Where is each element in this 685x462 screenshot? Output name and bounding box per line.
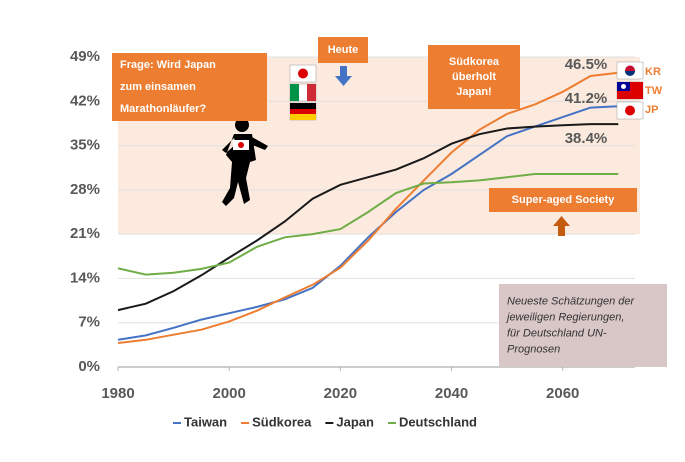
annotation-text: jeweiligen Regierungen, (505, 311, 624, 323)
annotation-box (318, 37, 368, 63)
x-tick-label: 2000 (212, 385, 245, 402)
x-tick-label: 2040 (435, 385, 468, 402)
y-tick-label: 21% (70, 225, 100, 242)
annotation-text: Südkorea (449, 56, 500, 68)
flag-detail (625, 105, 635, 116)
annotation-text: Neueste Schätzungen der (507, 295, 636, 307)
value-label: 41.2% (565, 90, 608, 107)
y-tick-label: 35% (70, 137, 100, 154)
y-tick-label: 14% (70, 269, 100, 286)
runner-head (235, 118, 249, 132)
flag-label: JP (645, 104, 658, 116)
value-label: 46.5% (565, 56, 608, 73)
legend-label: Deutschland (399, 414, 477, 429)
annotation-text: Super-aged Society (512, 194, 616, 206)
flag-label: TW (645, 85, 663, 97)
x-tick-label: 2060 (546, 385, 579, 402)
flag-detail (621, 84, 626, 89)
y-tick-label: 42% (70, 92, 100, 109)
flag-label: KR (645, 66, 661, 78)
annotation-text: Marathonläufer? (120, 103, 206, 115)
arrow-up (553, 216, 570, 236)
y-tick-label: 49% (70, 48, 100, 65)
annotation-text: Heute (328, 44, 359, 56)
x-tick-label: 2020 (324, 385, 357, 402)
annotation-box (499, 284, 667, 367)
flag-detail (290, 103, 316, 109)
flag-detail (625, 71, 635, 76)
series-line (117, 173, 619, 276)
flag-detail (290, 114, 316, 120)
series-line (117, 123, 619, 312)
y-tick-label: 0% (78, 358, 100, 375)
flag-detail (290, 109, 316, 114)
runner-flag-dot (238, 142, 244, 148)
annotation-text: zum einsamen (120, 81, 196, 93)
annotation-text: Frage: Wird Japan (120, 59, 216, 71)
flag-detail (298, 68, 308, 79)
annotation-box (112, 53, 267, 121)
y-tick-label: 7% (78, 314, 100, 331)
legend-label: Taiwan (184, 414, 227, 429)
series-line (117, 71, 619, 344)
annotation-box (489, 188, 637, 212)
runner-icon (222, 118, 268, 206)
legend-label: Südkorea (252, 414, 312, 429)
annotation-text: Prognosen (507, 343, 560, 355)
value-label: 38.4% (565, 130, 608, 147)
flag-detail (307, 84, 316, 101)
annotation-text: Japan! (456, 86, 491, 98)
runner-body (222, 134, 268, 206)
flag-detail (290, 84, 299, 101)
annotation-text: überholt (452, 71, 496, 83)
annotation-text: für Deutschland UN- (507, 327, 607, 339)
annotation-box (428, 45, 520, 109)
legend-label: Japan (336, 414, 374, 429)
x-tick-label: 1980 (101, 385, 134, 402)
arrow-down (335, 66, 352, 86)
y-tick-label: 28% (70, 181, 100, 198)
